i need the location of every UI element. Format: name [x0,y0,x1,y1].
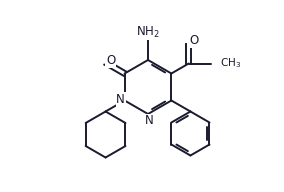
Text: N: N [116,93,125,106]
Text: N: N [145,114,153,127]
Text: CH$_3$: CH$_3$ [220,57,241,70]
Text: O: O [189,34,198,47]
Text: NH$_2$: NH$_2$ [136,24,160,40]
Text: O: O [106,54,115,67]
